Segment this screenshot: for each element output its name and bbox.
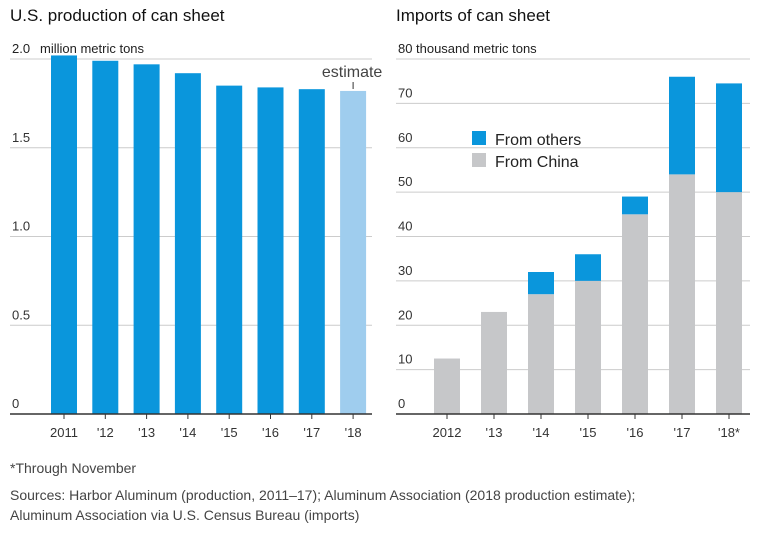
chart2-x-tick-label: 2012 xyxy=(433,425,462,440)
chart2-bar-china xyxy=(434,358,460,414)
chart1-bar xyxy=(133,64,160,414)
chart1-y-tick-label: 1.5 xyxy=(12,130,30,145)
chart1-x-tick-label: '16 xyxy=(262,425,279,440)
legend-label-china: From China xyxy=(495,154,579,171)
chart2-bar-others xyxy=(575,254,601,281)
chart1-y-tick-label: 0.5 xyxy=(12,307,30,322)
chart2-bar-china xyxy=(669,174,695,414)
legend-label-others: From others xyxy=(495,132,581,149)
chart1-bar xyxy=(257,87,284,415)
chart2-bar-others xyxy=(716,83,742,193)
chart1-x-tick-label: '18 xyxy=(345,425,362,440)
chart2-bar-others xyxy=(528,272,554,295)
chart2-y-tick-label: 80 xyxy=(398,41,412,56)
chart2-x-tick-label: '17 xyxy=(674,425,691,440)
chart1-bar xyxy=(298,89,325,415)
chart1-estimate-annotation: estimate xyxy=(322,64,383,81)
chart2-y-tick-label: 30 xyxy=(398,263,412,278)
chart1-bar xyxy=(51,55,77,414)
chart1-y-tick-label: 2.0 xyxy=(12,41,30,56)
chart1-x-tick-label: '17 xyxy=(303,425,320,440)
chart2-y-tick-label: 50 xyxy=(398,174,412,189)
legend-swatch-china xyxy=(472,153,486,167)
chart1-x-tick-label: '12 xyxy=(97,425,114,440)
chart2-bar-china xyxy=(481,311,507,414)
sources-line-1: Sources: Harbor Aluminum (production, 20… xyxy=(10,487,636,503)
chart2-y-tick-label: 10 xyxy=(398,352,412,367)
chart1-bar xyxy=(174,73,201,414)
chart2-y-tick-label: 0 xyxy=(398,396,405,411)
chart1-y-tick-label: 1.0 xyxy=(12,219,30,234)
chart2-x-tick-label: '13 xyxy=(486,425,503,440)
chart2-y-axis-unit: thousand metric tons xyxy=(416,41,537,56)
chart2-title: Imports of can sheet xyxy=(396,6,551,25)
chart2-x-tick-label: '16 xyxy=(627,425,644,440)
chart2-y-tick-label: 40 xyxy=(398,219,412,234)
legend-swatch-others xyxy=(472,131,486,145)
chart1-y-axis-unit: million metric tons xyxy=(40,41,145,56)
chart2-y-tick-label: 70 xyxy=(398,85,412,100)
footnote: *Through November xyxy=(10,460,137,476)
chart1-bar xyxy=(92,60,119,415)
chart1-title: U.S. production of can sheet xyxy=(10,6,225,25)
sources-line-2: Aluminum Association via U.S. Census Bur… xyxy=(10,507,360,523)
chart2-y-tick-label: 60 xyxy=(398,130,412,145)
chart2-bar-china xyxy=(716,192,742,414)
chart1-bar xyxy=(340,90,367,414)
chart1-x-tick-label: '15 xyxy=(221,425,238,440)
chart1-x-tick-label: '14 xyxy=(179,425,196,440)
chart2-bar-others xyxy=(622,196,648,215)
chart2-bar-china xyxy=(528,294,554,414)
chart2-x-tick-label: '14 xyxy=(533,425,550,440)
chart2-bar-others xyxy=(669,76,695,175)
chart1-x-tick-label: '13 xyxy=(138,425,155,440)
chart2-bar-china xyxy=(575,280,601,414)
chart2-y-tick-label: 20 xyxy=(398,307,412,322)
chart2-bar-china xyxy=(622,214,648,414)
chart1-x-tick-label: 2011 xyxy=(50,425,78,440)
chart1-y-tick-label: 0 xyxy=(12,396,19,411)
chart1-bar xyxy=(216,85,243,414)
chart2-x-tick-label: '18* xyxy=(718,425,740,440)
chart2-x-tick-label: '15 xyxy=(580,425,597,440)
